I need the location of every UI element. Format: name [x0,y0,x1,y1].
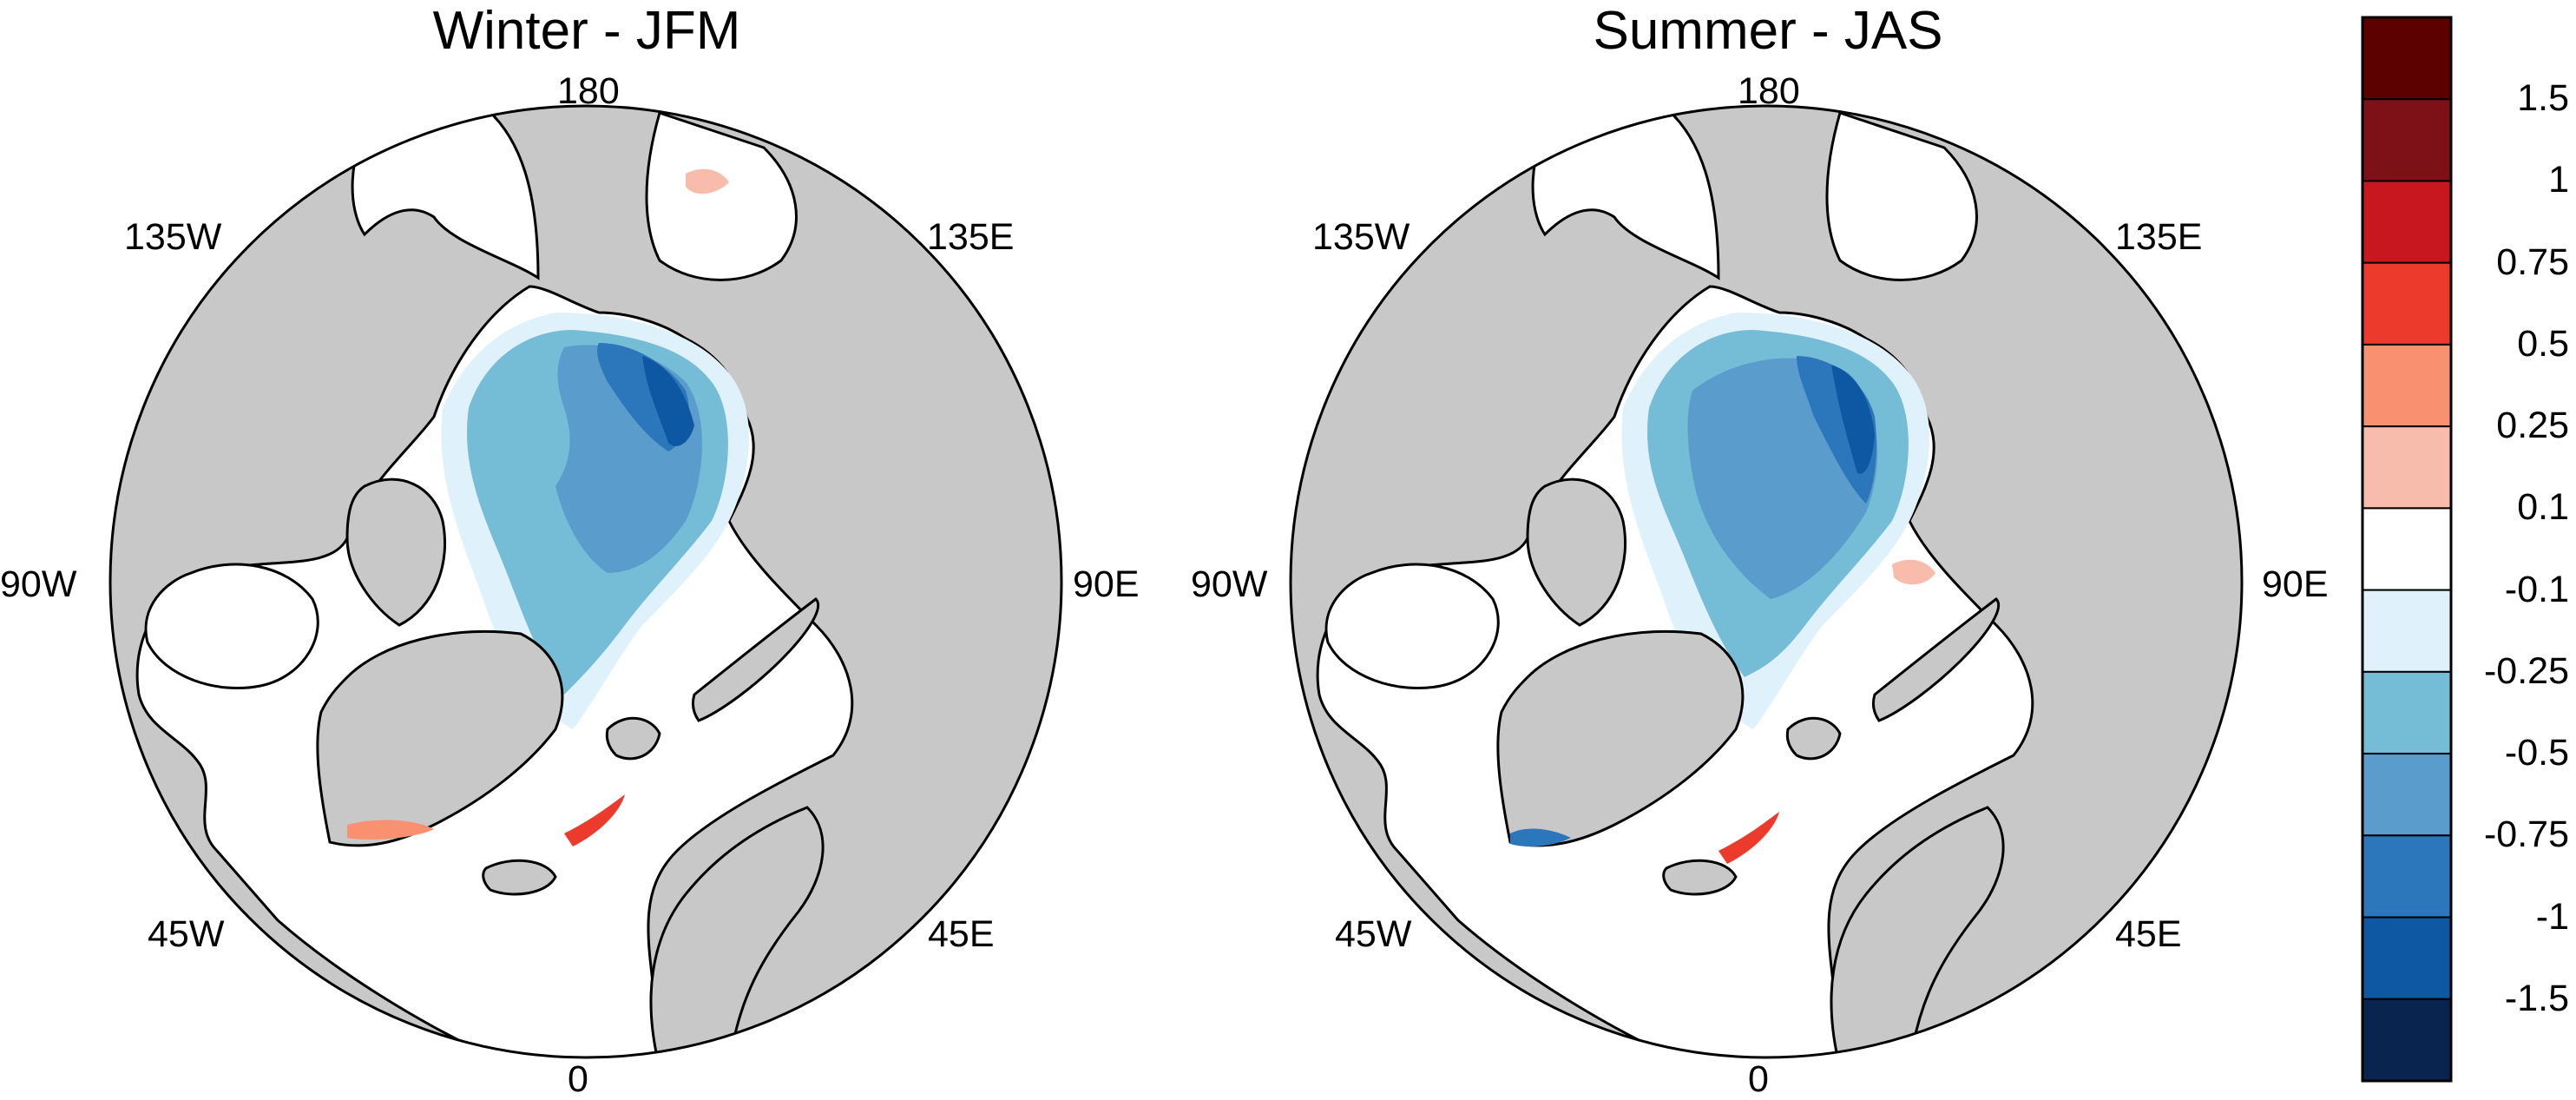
iceland [1662,859,1738,896]
map-summer-outline [1289,104,2244,1059]
positive-anomaly-3 [686,168,729,194]
hudson-bay [1324,563,1500,690]
lon-label-90e: 90E [2262,563,2329,605]
ice-change-strongest [642,356,694,446]
colorbar-swatch [2362,16,2452,101]
lon-label-90w: 90W [0,563,77,605]
lon-label-135e: 135E [2115,216,2203,258]
colorbar-tick-label: -1.5 [2504,977,2569,1019]
canadian-archipelago [345,478,447,627]
scandinavia [649,806,825,1057]
lon-label-0: 0 [568,1058,588,1100]
panel-title-summer: Summer - JAS [1593,1,1943,61]
lon-label-90w: 90W [1191,563,1268,605]
colorbar-tick-label: 0.5 [2517,322,2569,365]
colorbar-tick-label: 1.5 [2517,77,2569,120]
svalbard [1785,716,1842,761]
colorbar-swatch [2362,670,2452,755]
lon-label-135e: 135E [927,216,1015,258]
lon-label-135w: 135W [124,216,222,258]
map-winter-outline [108,104,1063,1059]
colorbar-tick-label: -0.1 [2504,568,2569,610]
colorbar-swatch [2362,834,2452,919]
colorbar-swatch [2362,98,2452,182]
colorbar-swatch [2362,753,2452,837]
negative-anomaly-1 [1510,828,1571,847]
colorbar-swatch [2362,343,2452,428]
greenland [316,630,564,847]
lon-label-45w: 45W [1335,913,1412,955]
lon-label-90e: 90E [1073,563,1140,605]
lon-label-45e: 45E [928,913,995,955]
okhotsk-sea [1825,111,1978,281]
positive-anomaly-1 [1718,812,1779,864]
panel-title-winter: Winter - JFM [432,1,741,61]
colorbar-swatch [2362,261,2452,346]
colorbar-outline [2361,16,2453,1083]
positive-anomaly-1 [347,820,434,840]
colorbar-tick-label: -0.75 [2483,813,2569,856]
colorbar-swatch [2362,589,2452,673]
map-summer [1289,104,2244,1059]
iceland [482,859,557,896]
lon-label-0: 0 [1748,1058,1769,1100]
colorbar-tick-label: -0.25 [2483,649,2569,692]
colorbar-tick-label: 1 [2548,159,2569,201]
hudson-bay [144,563,319,690]
lon-label-180: 180 [557,70,620,112]
colorbar-swatch [2362,425,2452,510]
colorbar-swatch [2362,180,2452,264]
positive-anomaly-2 [564,794,625,846]
colorbar-tick-label: 0.1 [2517,486,2569,529]
colorbar-swatch [2362,507,2452,591]
greenland [1496,630,1745,847]
lon-label-45w: 45W [148,913,225,955]
colorbar-swatch [2362,998,2452,1083]
canadian-archipelago [1526,478,1627,627]
svalbard [605,716,661,761]
colorbar-tick-label: -1 [2535,895,2569,938]
scandinavia [1830,806,2005,1057]
novaya-zemlya [1871,597,2001,722]
lon-label-135w: 135W [1312,216,1410,258]
okhotsk-sea [645,111,798,281]
ice-change-strongest [1831,365,1875,474]
colorbar [2361,16,2453,1083]
pacific-ocean [351,107,540,280]
colorbar-tick-label: 0.25 [2496,405,2569,447]
colorbar-labels: 1.5 1 0.75 0.5 0.25 0.1 -0.1 -0.25 -0.5 -0.75 -1 -1… [2456,0,2569,1099]
lon-label-180: 180 [1738,70,1800,112]
colorbar-swatch [2362,916,2452,1000]
colorbar-tick-label: -0.5 [2504,732,2569,774]
positive-anomaly-2 [1892,559,1935,585]
novaya-zemlya [691,597,820,722]
lon-label-45e: 45E [2115,913,2182,955]
colorbar-tick-label: 0.75 [2496,240,2569,283]
map-winter [108,104,1063,1059]
pacific-ocean [1531,107,1720,280]
